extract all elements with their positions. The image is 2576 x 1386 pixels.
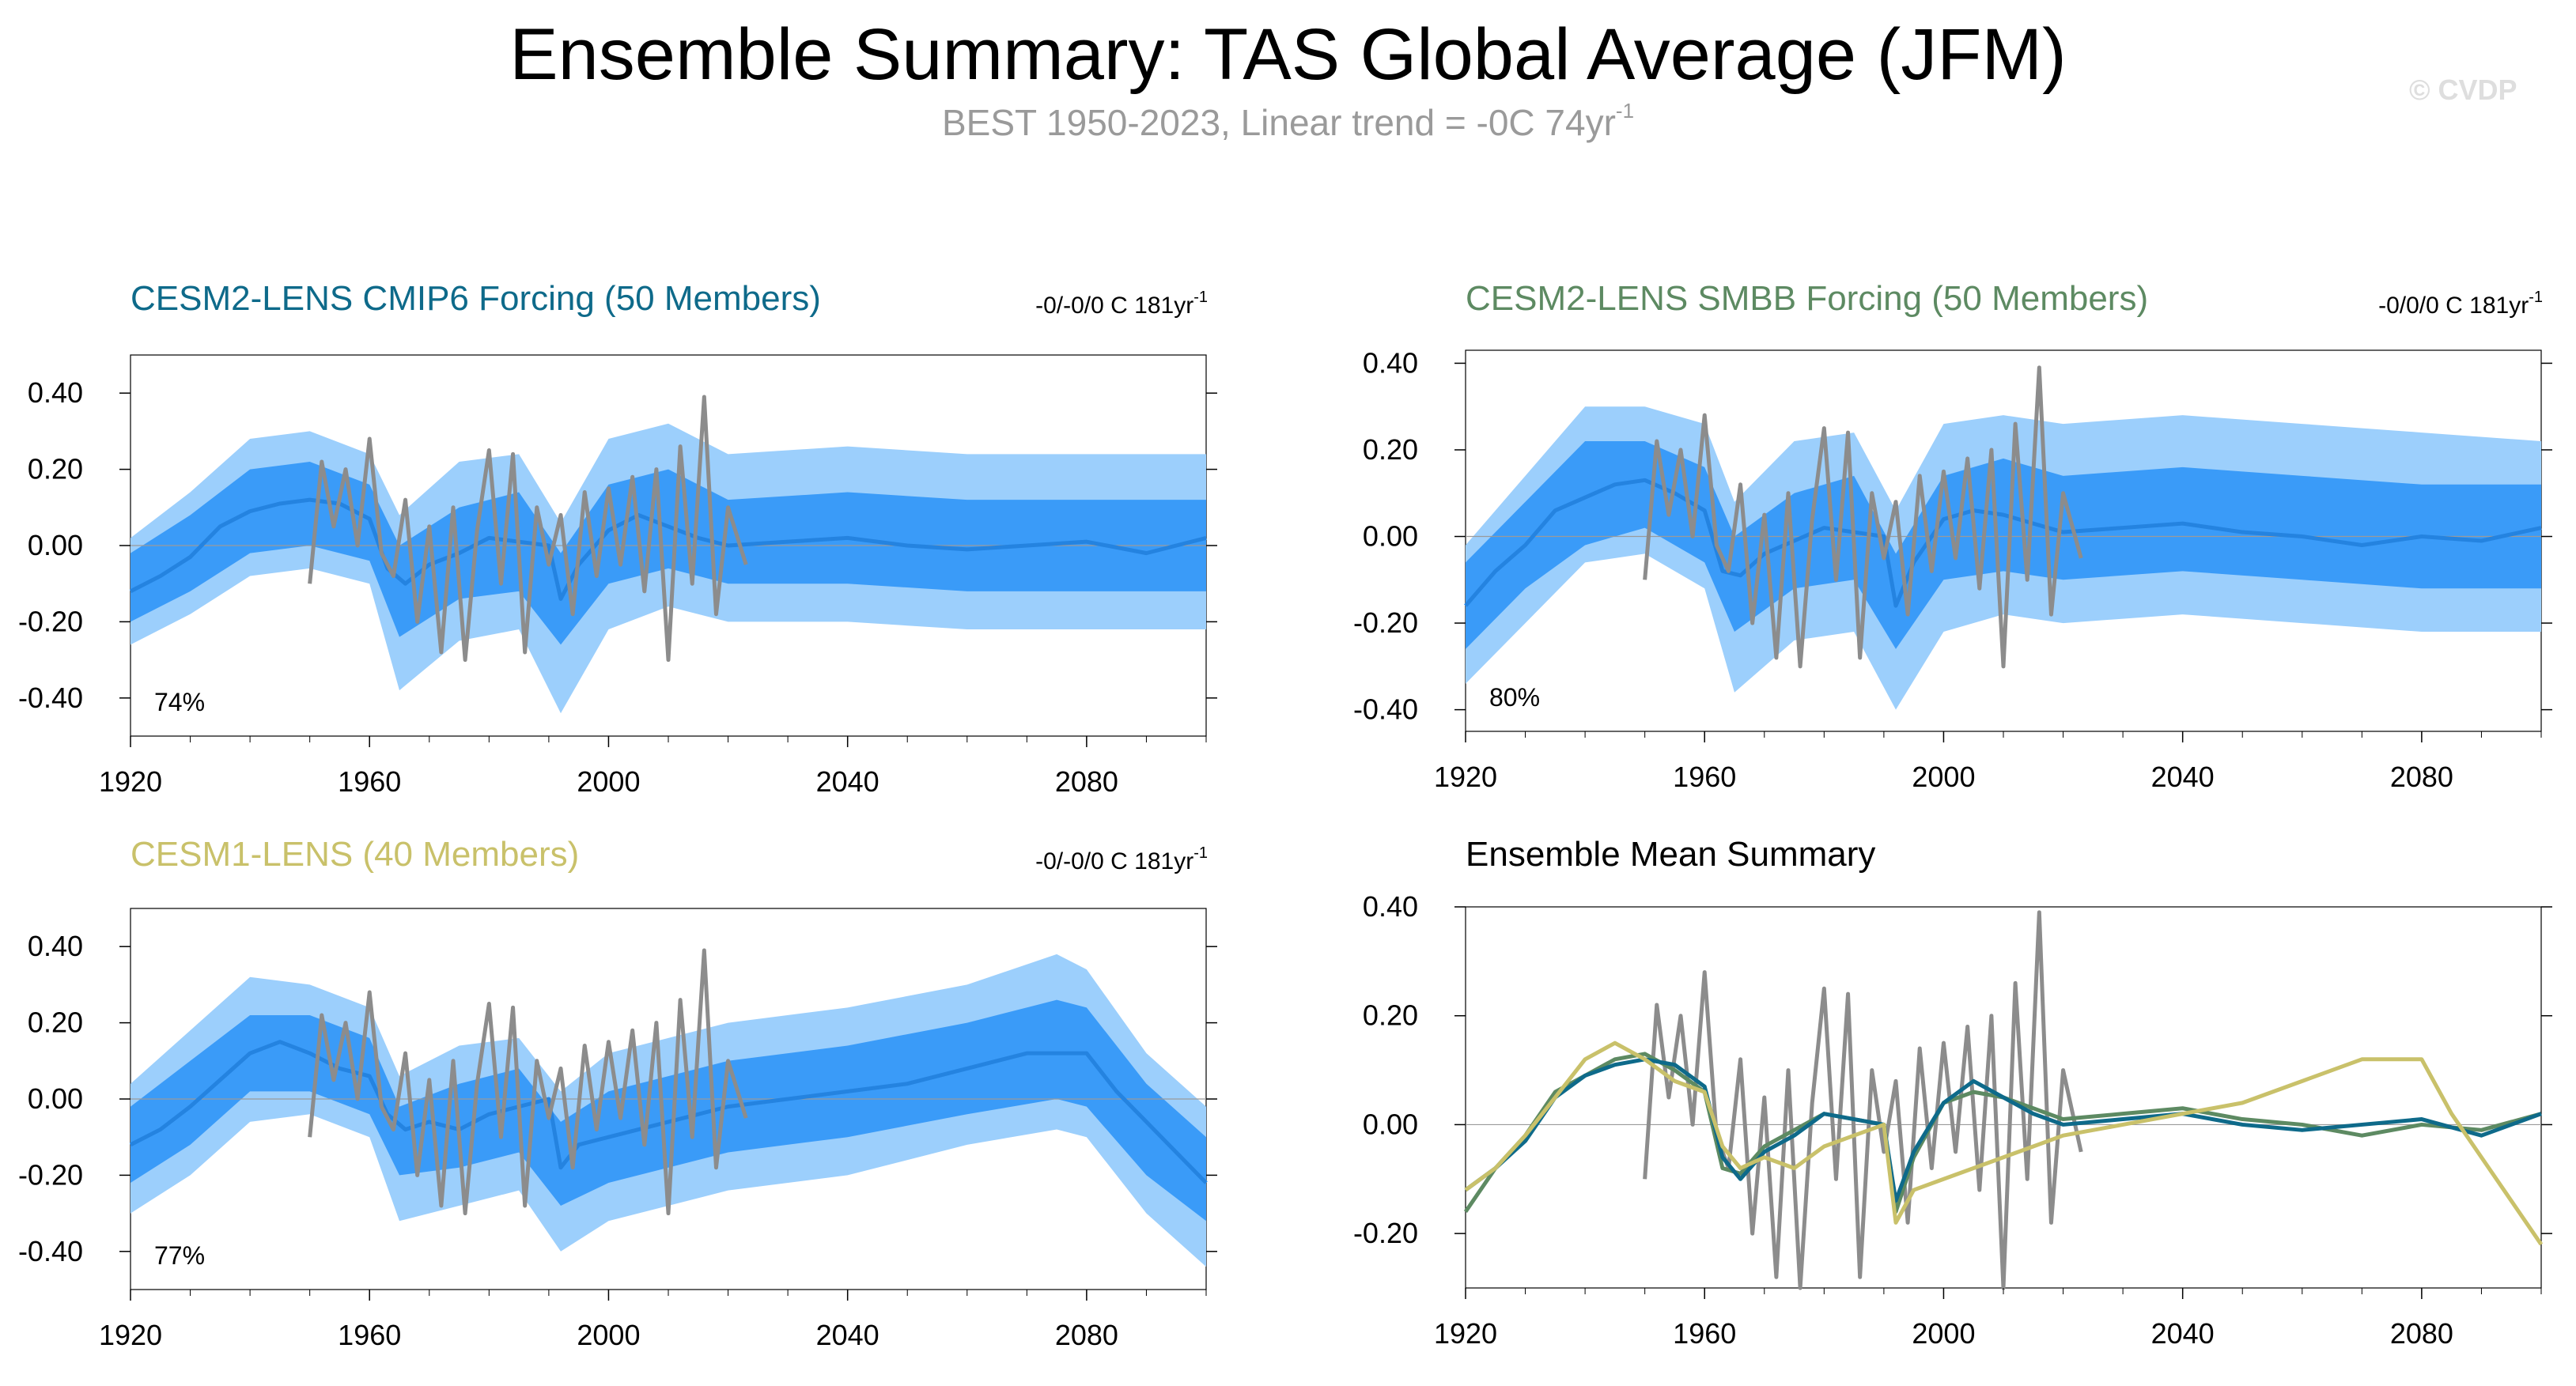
y-tick-label: -0.20 bbox=[1353, 606, 1418, 639]
band-inner bbox=[131, 999, 1206, 1222]
x-tick-label: 2040 bbox=[816, 1319, 879, 1351]
y-tick-label: -0.40 bbox=[18, 1235, 83, 1267]
y-tick-label: -0.40 bbox=[18, 682, 83, 714]
percent-label: 74% bbox=[154, 688, 205, 716]
x-tick-label: 1920 bbox=[99, 765, 162, 798]
y-tick-label: -0.20 bbox=[1353, 1217, 1418, 1249]
panel-cesm1: CESM1-LENS (40 Members) -0/-0/0 C 181yr-1… bbox=[18, 835, 1217, 1351]
percent-label: 80% bbox=[1489, 683, 1540, 712]
panel-cesm2-cmip6: CESM2-LENS CMIP6 Forcing (50 Members) -0/… bbox=[18, 279, 1217, 798]
x-tick-label: 2040 bbox=[2151, 761, 2215, 793]
x-tick-label: 1960 bbox=[1673, 1317, 1736, 1350]
panel-title: CESM2-LENS SMBB Forcing (50 Members) bbox=[1466, 279, 2148, 318]
x-tick-label: 1960 bbox=[1673, 761, 1736, 793]
y-tick-label: -0.20 bbox=[18, 1158, 83, 1191]
x-tick-label: 2080 bbox=[1055, 765, 1118, 798]
y-tick-label: 0.00 bbox=[1363, 520, 1418, 553]
y-tick-label: 0.00 bbox=[1363, 1108, 1418, 1140]
y-tick-label: 0.40 bbox=[1363, 346, 1418, 379]
x-tick-label: 2000 bbox=[577, 1319, 640, 1351]
y-tick-label: -0.40 bbox=[1353, 693, 1418, 726]
x-tick-label: 1960 bbox=[338, 765, 401, 798]
x-tick-label: 2000 bbox=[1912, 1317, 1975, 1350]
y-tick-label: 0.20 bbox=[1363, 433, 1418, 466]
series-cesm1 bbox=[1464, 1040, 2544, 1246]
watermark: © CVDP bbox=[2409, 74, 2517, 106]
x-tick-label: 1960 bbox=[338, 1319, 401, 1351]
y-tick-label: 0.40 bbox=[28, 930, 83, 962]
x-tick-label: 1920 bbox=[1434, 761, 1497, 793]
y-tick-label: 0.40 bbox=[1363, 890, 1418, 923]
x-tick-label: 2040 bbox=[2151, 1317, 2215, 1350]
x-tick-label: 2080 bbox=[2390, 1317, 2453, 1350]
panel-title: CESM1-LENS (40 Members) bbox=[131, 835, 579, 874]
series-observations bbox=[308, 395, 748, 663]
x-tick-label: 1920 bbox=[99, 1319, 162, 1351]
y-tick-label: 0.20 bbox=[1363, 999, 1418, 1032]
series-ensemble-mean bbox=[1464, 478, 2542, 608]
trend-label: -0/-0/0 C 181yr-1 bbox=[1035, 289, 1208, 319]
band-inner bbox=[131, 461, 1206, 645]
y-tick-label: 0.00 bbox=[28, 529, 83, 561]
y-tick-label: 0.00 bbox=[28, 1082, 83, 1115]
series-observations bbox=[1643, 365, 2083, 669]
page-subtitle: BEST 1950-2023, Linear trend = -0C 74yr-… bbox=[941, 98, 1635, 143]
series-observations bbox=[308, 948, 748, 1216]
page-title: Ensemble Summary: TAS Global Average (JF… bbox=[509, 14, 2067, 95]
series-ensemble-mean bbox=[129, 1040, 1208, 1184]
band-inner bbox=[1466, 441, 2541, 649]
x-tick-label: 2080 bbox=[1055, 1319, 1118, 1351]
panel-cesm2-smbb: CESM2-LENS SMBB Forcing (50 Members) -0/0… bbox=[1353, 279, 2552, 793]
x-tick-label: 2080 bbox=[2390, 761, 2453, 793]
x-tick-label: 2000 bbox=[1912, 761, 1975, 793]
x-tick-label: 2000 bbox=[577, 765, 640, 798]
series-ensemble-mean bbox=[129, 497, 1207, 601]
panel-title: Ensemble Mean Summary bbox=[1466, 835, 1875, 874]
panel-ens-mean-summary: Ensemble Mean Summary 0.40 0.20 0.00 -0.20 19… bbox=[1353, 835, 2552, 1350]
trend-label: -0/0/0 C 181yr-1 bbox=[2378, 289, 2543, 319]
y-tick-label: 0.20 bbox=[28, 1006, 83, 1039]
y-tick-label: -0.20 bbox=[18, 605, 83, 637]
y-tick-label: 0.20 bbox=[28, 453, 83, 485]
x-tick-label: 1920 bbox=[1434, 1317, 1497, 1350]
panel-title: CESM2-LENS CMIP6 Forcing (50 Members) bbox=[131, 279, 821, 318]
band-outer bbox=[131, 423, 1206, 714]
y-tick-label: 0.40 bbox=[28, 376, 83, 409]
percent-label: 77% bbox=[154, 1241, 205, 1270]
trend-label: -0/-0/0 C 181yr-1 bbox=[1035, 844, 1208, 874]
x-tick-label: 2040 bbox=[816, 765, 879, 798]
